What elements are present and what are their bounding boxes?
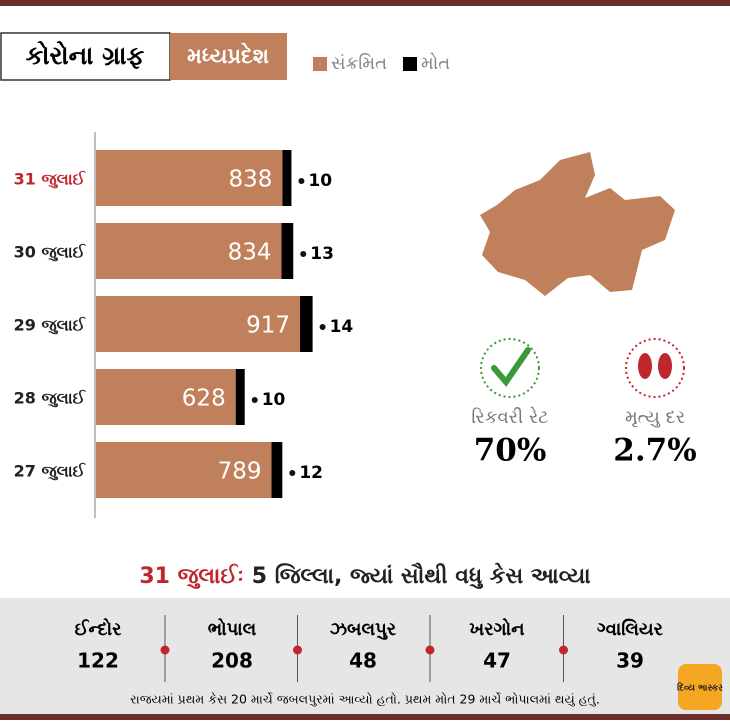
bullet	[298, 178, 305, 184]
bar-deaths	[281, 223, 294, 279]
death-label: 10	[308, 171, 332, 191]
recovery-icon	[480, 338, 540, 398]
stat-value: 70%	[474, 433, 547, 469]
category-label: 28 જુલાઈ	[14, 389, 87, 409]
district-name: ગ્વાલિયર	[597, 618, 664, 640]
check-mark	[491, 347, 531, 387]
logo-box	[678, 664, 722, 710]
separator-dot	[425, 645, 435, 655]
category-label: 31 જુલાઈ	[14, 170, 87, 190]
district-name: ખરગોન	[469, 618, 525, 640]
legend-label: મોત	[421, 53, 450, 74]
district-cases: 208	[211, 649, 253, 673]
logo: દિવ્ય ભાસ્કર	[677, 682, 723, 694]
district-heading: 31 જુલાઈઃ 5 જિલ્લા, જ્યાં સૌથી વધુ કેસ આવ…	[139, 562, 590, 590]
separator-dot	[293, 645, 302, 655]
bullet	[289, 470, 296, 476]
death-label: 14	[330, 317, 354, 337]
category-label: 29 જુલાઈ	[14, 316, 87, 336]
district-name: ઝબલપુર	[330, 619, 397, 640]
category-label: 27 જુલાઈ	[14, 462, 87, 482]
region-box	[170, 33, 287, 80]
district-cases: 122	[77, 649, 119, 673]
region: મધ્યપ્રદેશ	[187, 42, 269, 68]
bar-value-label: 834	[228, 240, 272, 266]
bottom-band	[0, 714, 730, 720]
footprint	[638, 353, 652, 379]
legend-label: સંક્રમિત	[331, 53, 387, 74]
district-cases: 47	[483, 649, 511, 673]
bar-infected	[96, 296, 300, 352]
title: કોરોના ગ્રાફ	[26, 41, 145, 70]
footprint	[658, 353, 672, 379]
bullet	[251, 397, 258, 403]
district-title: 5 જિલ્લા, જ્યાં સૌથી વધુ કેસ આવ્યા	[252, 562, 591, 590]
legend-swatch	[313, 57, 327, 71]
state-map	[480, 152, 675, 296]
death-label: 10	[262, 390, 286, 410]
district-cases: 48	[349, 649, 377, 673]
bar-deaths	[271, 442, 283, 498]
district-cases: 39	[616, 649, 644, 673]
district-date: 31 જુલાઈઃ	[139, 563, 243, 589]
bar-value-label: 628	[182, 386, 226, 412]
death-label: 13	[310, 244, 334, 264]
top-band	[0, 0, 730, 6]
category-label: 30 જુલાઈ	[14, 243, 87, 263]
bar-deaths	[235, 369, 245, 425]
bar-infected	[96, 223, 282, 279]
bar-infected	[96, 150, 283, 206]
stat-label: રિકવરી રેટ	[471, 407, 548, 428]
bar-infected	[96, 369, 236, 425]
district-name: ઈન્દોર	[75, 618, 122, 640]
legend-swatch	[403, 57, 417, 71]
death-label: 12	[299, 463, 323, 483]
stat-label: મૃત્યુ દર	[625, 407, 685, 428]
bullet	[319, 324, 326, 330]
bullet	[300, 251, 307, 257]
title-box	[0, 32, 171, 81]
bar-deaths	[300, 296, 313, 352]
bar-value-label: 917	[246, 313, 290, 339]
stat-value: 2.7%	[613, 433, 696, 469]
bar-deaths	[282, 150, 292, 206]
separator-dot	[160, 645, 170, 655]
district-band	[0, 598, 730, 714]
bar-infected	[96, 442, 272, 498]
death-icon	[625, 338, 685, 398]
separator-dot	[559, 645, 568, 655]
footnote: રાજયમાં પ્રથમ કેસ 20 માર્ચે જબલપુરમાં આવ…	[130, 691, 600, 706]
bar-value-label: 838	[229, 167, 273, 193]
bar-value-label: 789	[218, 459, 262, 485]
district-name: ભોપાલ	[208, 618, 257, 640]
